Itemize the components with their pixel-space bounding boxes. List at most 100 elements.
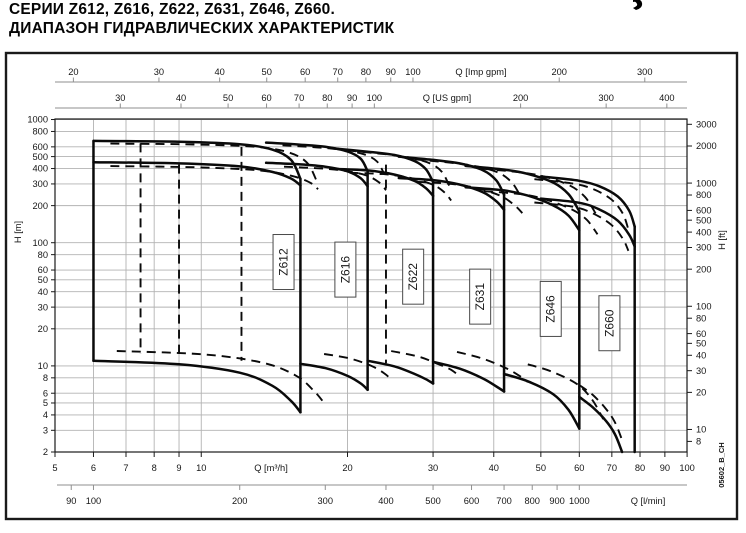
Z660-dashed-top1 bbox=[534, 178, 630, 230]
svg-text:5: 5 bbox=[52, 463, 57, 473]
svg-text:800: 800 bbox=[32, 127, 48, 137]
Z616-solid-bottom bbox=[299, 362, 369, 392]
Z622-solid-bottom bbox=[366, 359, 435, 385]
svg-text:10: 10 bbox=[38, 361, 48, 371]
svg-text:8: 8 bbox=[43, 373, 48, 383]
svg-text:100: 100 bbox=[367, 93, 383, 103]
svg-text:60: 60 bbox=[38, 265, 48, 275]
Z631-dashed-top2 bbox=[416, 180, 524, 214]
model-label-Z660: Z660 bbox=[598, 295, 621, 352]
svg-text:20: 20 bbox=[68, 67, 78, 77]
model-label-Z631: Z631 bbox=[469, 268, 492, 325]
us-gpm-axis-label: Q [US gpm] bbox=[423, 93, 472, 103]
svg-text:100: 100 bbox=[86, 496, 102, 506]
svg-text:3: 3 bbox=[43, 426, 48, 436]
Z631-solid-bottom bbox=[431, 360, 506, 393]
svg-text:400: 400 bbox=[32, 164, 48, 174]
svg-text:800: 800 bbox=[696, 190, 712, 200]
Z612-dashed-bottom bbox=[116, 350, 325, 404]
Z612-solid-top1 bbox=[92, 139, 302, 181]
family-Z646-solid-curves bbox=[464, 164, 581, 430]
svg-text:60: 60 bbox=[261, 93, 271, 103]
Z622-solid-top2 bbox=[329, 167, 435, 198]
svg-text:400: 400 bbox=[696, 227, 712, 237]
svg-text:4: 4 bbox=[43, 410, 48, 420]
Z616-dashed-top1 bbox=[282, 144, 386, 175]
axis-lmin: 90 100 200 300 400 500 600 700 800 900 1000 Q [l/mi… bbox=[57, 484, 687, 506]
Z616-dashed-top2 bbox=[283, 165, 387, 191]
svg-text:Z612: Z612 bbox=[277, 248, 291, 276]
plot-frame bbox=[54, 118, 688, 453]
chart-outer-border bbox=[4, 51, 739, 521]
svg-text:Z646: Z646 bbox=[544, 295, 558, 323]
Z631-dashed-bottom bbox=[456, 350, 529, 383]
model-label-Z612: Z612 bbox=[272, 234, 295, 291]
gridlines bbox=[54, 119, 688, 453]
svg-text:40: 40 bbox=[214, 67, 224, 77]
svg-text:60: 60 bbox=[574, 463, 584, 473]
svg-text:80: 80 bbox=[38, 250, 48, 260]
svg-text:700: 700 bbox=[496, 496, 512, 506]
svg-text:30: 30 bbox=[696, 366, 706, 376]
svg-text:1000: 1000 bbox=[569, 496, 590, 506]
Z646-solid-bottom bbox=[502, 372, 581, 430]
svg-text:90: 90 bbox=[66, 496, 76, 506]
model-label-Z616: Z616 bbox=[334, 241, 357, 298]
svg-text:400: 400 bbox=[378, 496, 394, 506]
family-Z660-solid-curves bbox=[539, 175, 636, 454]
svg-text:90: 90 bbox=[347, 93, 357, 103]
svg-text:800: 800 bbox=[524, 496, 540, 506]
svg-text:600: 600 bbox=[32, 142, 48, 152]
svg-text:8: 8 bbox=[696, 437, 701, 447]
svg-text:600: 600 bbox=[464, 496, 480, 506]
svg-text:40: 40 bbox=[489, 463, 499, 473]
svg-text:100: 100 bbox=[679, 463, 695, 473]
Z622-solid-top1 bbox=[329, 146, 435, 184]
svg-text:30: 30 bbox=[38, 302, 48, 312]
svg-text:70: 70 bbox=[294, 93, 304, 103]
svg-text:60: 60 bbox=[300, 67, 310, 77]
svg-text:500: 500 bbox=[32, 152, 48, 162]
Z622-dashed-bottom bbox=[390, 350, 458, 375]
svg-text:90: 90 bbox=[386, 67, 396, 77]
svg-text:6: 6 bbox=[43, 388, 48, 398]
h-ft-axis-label: H [ft] bbox=[717, 230, 727, 250]
svg-text:400: 400 bbox=[659, 93, 675, 103]
Z646-solid-top2 bbox=[464, 185, 581, 232]
Z612-dashed-top1 bbox=[110, 142, 318, 182]
svg-text:20: 20 bbox=[342, 463, 352, 473]
svg-text:40: 40 bbox=[38, 287, 48, 297]
svg-text:300: 300 bbox=[696, 243, 712, 253]
svg-text:80: 80 bbox=[696, 313, 706, 323]
Z612-solid-bottom bbox=[92, 359, 302, 414]
svg-text:30: 30 bbox=[115, 93, 125, 103]
svg-text:50: 50 bbox=[223, 93, 233, 103]
svg-text:6: 6 bbox=[91, 463, 96, 473]
svg-text:10: 10 bbox=[696, 425, 706, 435]
svg-text:50: 50 bbox=[696, 339, 706, 349]
Z612-dashed-top2 bbox=[110, 165, 319, 190]
Z612-solid-top2 bbox=[92, 160, 302, 187]
svg-text:90: 90 bbox=[660, 463, 670, 473]
svg-text:80: 80 bbox=[635, 463, 645, 473]
h-m-axis-label: H [m] bbox=[13, 221, 23, 243]
svg-text:40: 40 bbox=[176, 93, 186, 103]
m3h-axis-label: Q [m³/h] bbox=[254, 463, 288, 473]
axis-imp-gpm: 20 30 40 50 60 70 80 90 100 200 300 Q [Imp gpm] bbox=[55, 67, 687, 83]
svg-text:2000: 2000 bbox=[696, 141, 717, 151]
axis-m3h: 5 6 7 8 9 10 20 30 40 50 60 70 80 90 100 Q [m³/h] bbox=[52, 452, 695, 473]
imp-gpm-axis-label: Q [Imp gpm] bbox=[455, 67, 506, 77]
drawing-code: 05602_B_CH bbox=[717, 442, 726, 487]
Z660-dashed-top2 bbox=[534, 201, 630, 252]
title-line-2: ДИАПАЗОН ГИДРАВЛИЧЕСКИХ ХАРАКТЕРИСТИК bbox=[9, 20, 395, 37]
svg-text:1000: 1000 bbox=[696, 178, 717, 188]
Z660-solid-bottom bbox=[578, 395, 624, 454]
svg-text:9: 9 bbox=[176, 463, 181, 473]
svg-text:500: 500 bbox=[425, 496, 441, 506]
svg-text:300: 300 bbox=[318, 496, 334, 506]
svg-text:1000: 1000 bbox=[27, 115, 48, 125]
model-label-Z622: Z622 bbox=[402, 248, 425, 305]
svg-text:300: 300 bbox=[637, 67, 653, 77]
